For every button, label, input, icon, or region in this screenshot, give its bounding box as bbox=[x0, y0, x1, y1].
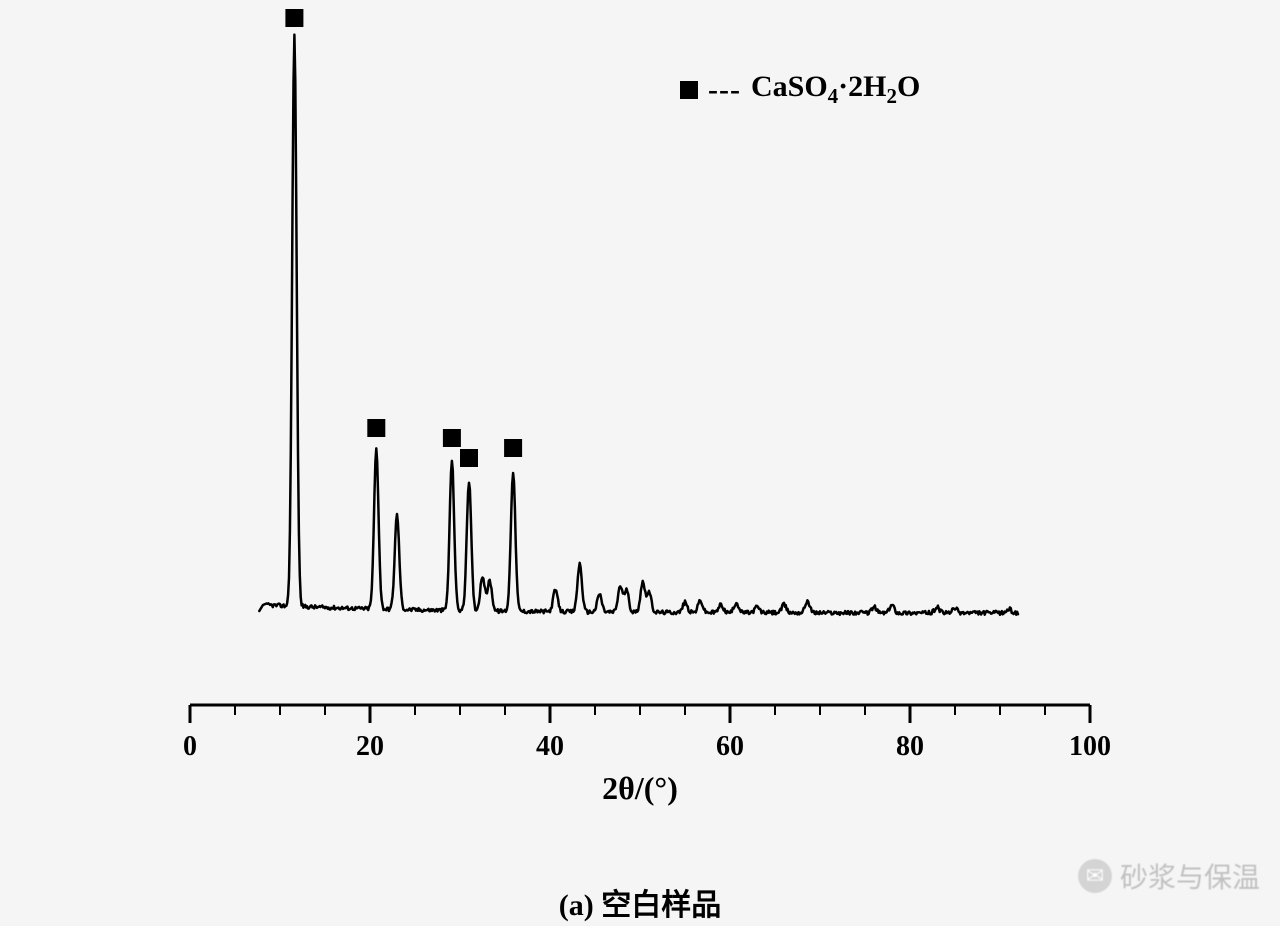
watermark-text: 砂浆与保温 bbox=[1120, 856, 1260, 896]
chart-legend: --- CaSO4·2H2O bbox=[680, 70, 920, 109]
legend-square-marker bbox=[680, 81, 698, 99]
legend-dash: --- bbox=[708, 73, 741, 107]
page-root: 020406080100 --- CaSO4·2H2O 2θ/(°) (a) 空… bbox=[0, 0, 1280, 926]
svg-text:100: 100 bbox=[1069, 731, 1111, 762]
svg-text:60: 60 bbox=[716, 731, 744, 762]
svg-text:0: 0 bbox=[183, 731, 197, 762]
svg-text:80: 80 bbox=[896, 731, 924, 762]
svg-text:20: 20 bbox=[356, 731, 384, 762]
svg-text:40: 40 bbox=[536, 731, 564, 762]
xaxis-label: 2θ/(°) bbox=[0, 770, 1280, 807]
watermark: ✉ 砂浆与保温 bbox=[1078, 856, 1260, 896]
watermark-icon: ✉ bbox=[1078, 859, 1112, 893]
legend-label: CaSO4·2H2O bbox=[751, 70, 920, 109]
